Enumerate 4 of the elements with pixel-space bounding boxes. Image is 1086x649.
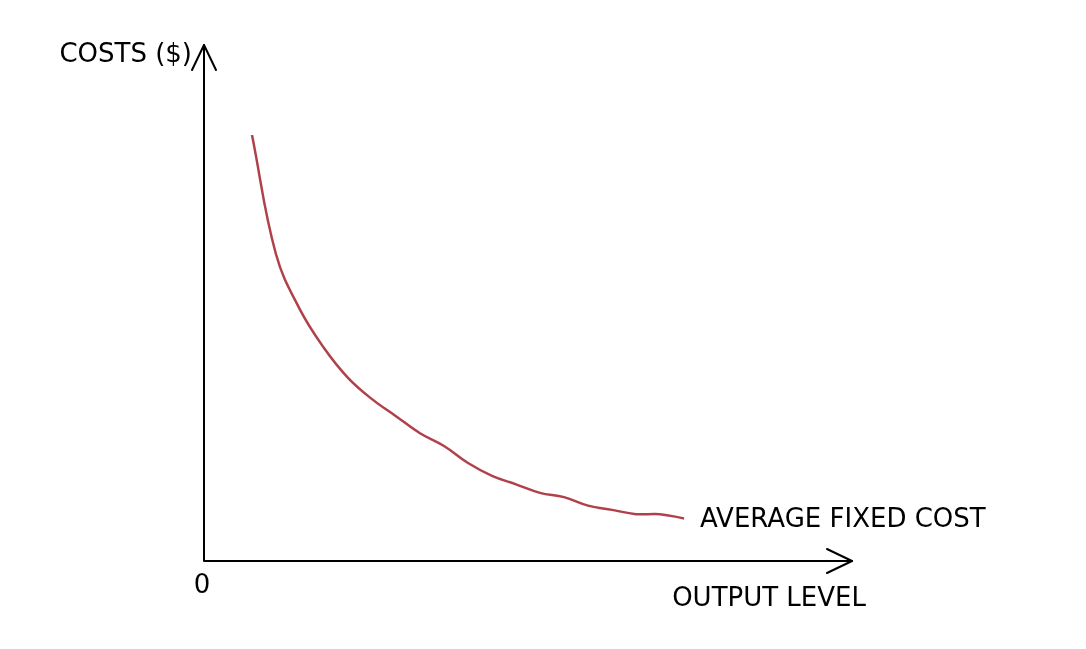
- series-label: AVERAGE FIXED COST: [700, 503, 986, 534]
- text: 0: [193, 568, 211, 599]
- x-axis-title: OUTPUT LEVEL: [672, 581, 867, 612]
- y-axis-title: COSTS ($): [59, 37, 192, 68]
